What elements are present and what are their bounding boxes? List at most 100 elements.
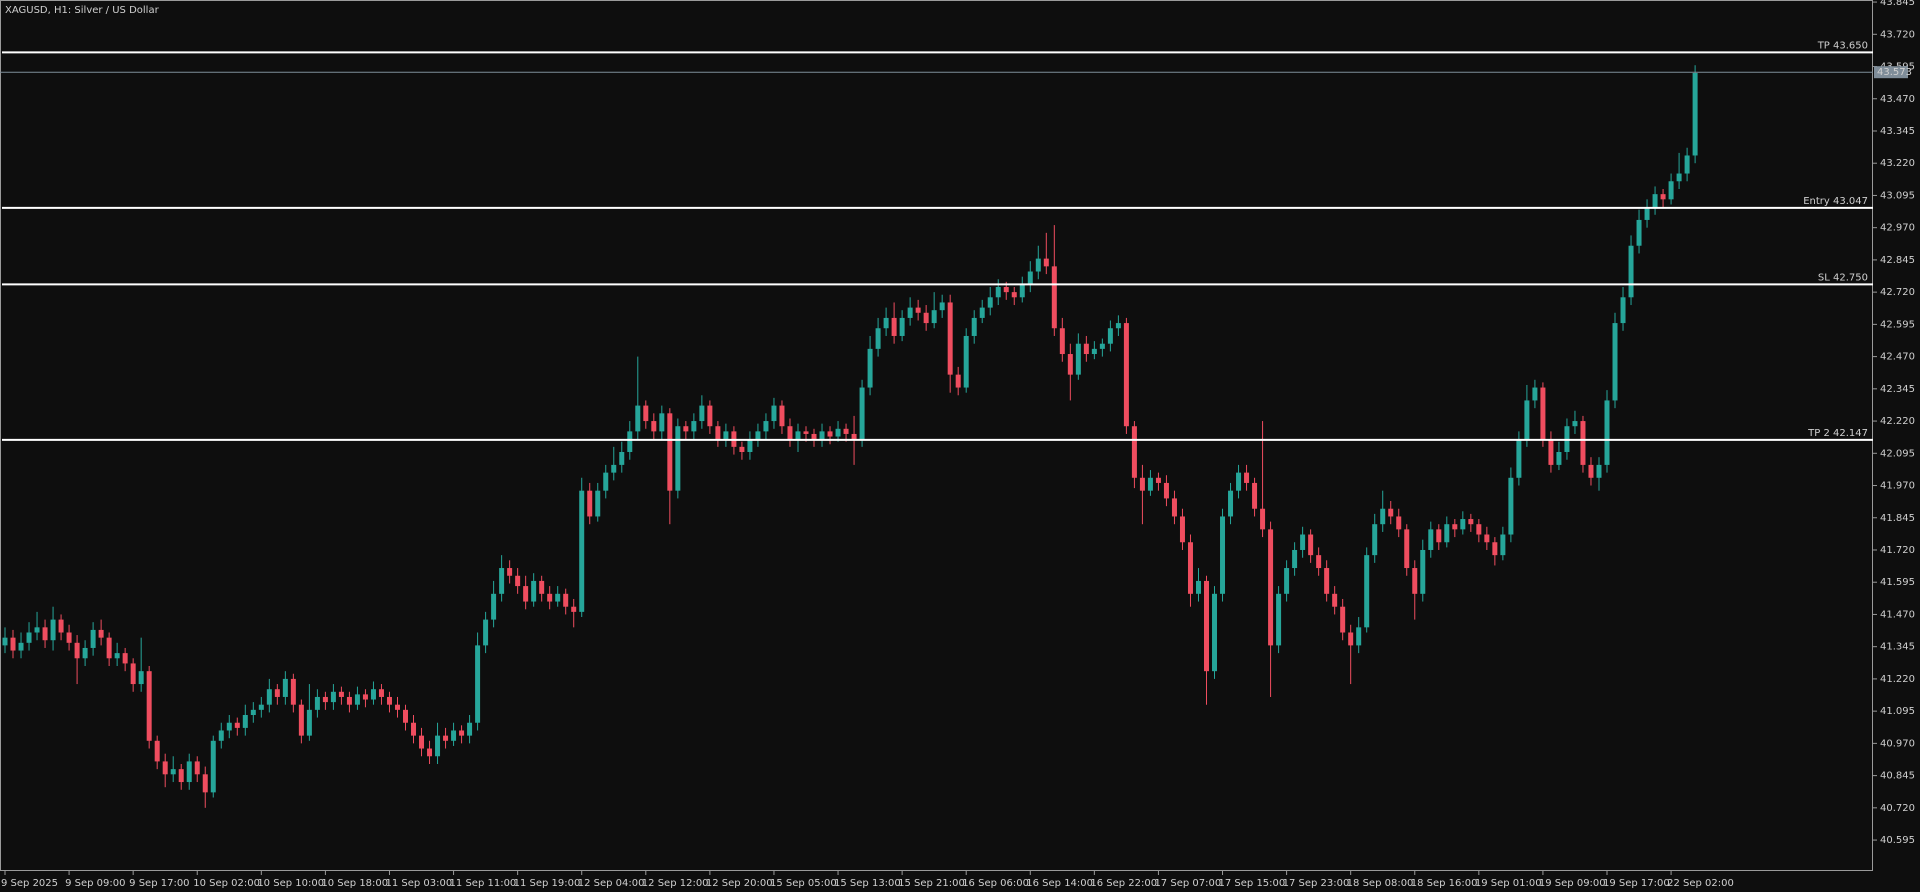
y-tick-label: 42.220 [1880,416,1915,427]
candle-body [939,302,945,311]
x-tick-label: 18 Sep 08:00 [1347,878,1414,889]
candle-body [1612,323,1618,401]
candle-body [266,689,272,705]
candle-body [411,722,417,736]
candle-body [1195,580,1201,594]
candle-body [523,586,529,602]
candle-body [210,740,216,793]
candle-body [1163,482,1169,499]
x-tick-label: 10 Sep 10:00 [257,878,324,889]
price-level-label: TP 43.650 [1817,40,1868,51]
candle-body [1316,555,1322,569]
candle-body [1115,323,1121,329]
candle-body [1051,266,1057,329]
y-tick-label: 40.595 [1880,835,1915,846]
candle-body [891,317,897,336]
candle-body [787,426,793,440]
candle-body [459,730,465,736]
y-tick-label: 42.970 [1880,223,1915,234]
candle-body [1364,555,1370,628]
candle-body [234,722,240,728]
candle-body [619,452,625,465]
candle-body [1404,529,1410,569]
candle-body [563,593,569,607]
candle-body [691,421,697,432]
y-tick-label: 42.470 [1880,352,1915,363]
x-tick-label: 9 Sep 2025 [1,878,58,889]
candle-body [579,490,585,612]
candle-body [955,374,961,388]
candle-body [1516,439,1522,478]
candle-body [1348,632,1354,646]
candle-body [1396,516,1402,530]
candle-body [1588,464,1594,478]
candle-body [1220,516,1226,594]
candle-body [1420,549,1426,594]
candle-body [595,490,601,517]
y-tick-label: 41.970 [1880,481,1915,492]
x-tick-label: 15 Sep 13:00 [834,878,901,889]
y-tick-label: 43.845 [1880,0,1915,8]
y-tick-label: 42.595 [1880,319,1915,330]
candle-body [843,428,849,434]
candle-body [1091,348,1097,355]
candle-body [338,691,344,697]
candle-body [723,431,729,440]
candle-body [1596,464,1602,478]
candle-body [1636,219,1642,246]
candle-body [1652,194,1658,208]
candle-body [1228,490,1234,517]
candle-body [819,431,825,440]
candle-body [242,715,248,728]
candle-body [643,405,649,422]
candle-body [475,645,481,723]
candle-body [1244,472,1250,483]
y-tick-label: 42.845 [1880,255,1915,266]
candle-body [883,317,889,329]
price-level-label: TP 2 42.147 [1807,428,1868,439]
candle-body [34,627,40,633]
candle-body [683,426,689,432]
x-tick-label: 12 Sep 04:00 [578,878,645,889]
candle-body [1548,439,1554,465]
candle-body [659,413,665,432]
y-tick-label: 41.720 [1880,545,1915,556]
candle-body [50,619,56,641]
candle-body [1412,568,1418,594]
candle-body [1444,524,1450,543]
candle-body [739,446,745,453]
x-tick-label: 11 Sep 03:00 [385,878,452,889]
candle-body [178,769,184,783]
candle-body [1043,258,1049,267]
candle-body [74,642,80,659]
candle-body [1123,323,1129,427]
candle-body [1019,284,1025,298]
candle-body [162,761,168,775]
candle-body [1147,477,1153,491]
x-tick-label: 17 Sep 07:00 [1154,878,1221,889]
candle-body [1476,524,1482,535]
candle-body [274,689,280,697]
candle-body [443,735,449,741]
candle-body [947,302,953,375]
candle-body [779,405,785,427]
last-price-box [1874,66,1908,79]
x-tick-label: 12 Sep 20:00 [706,878,773,889]
candle-body [1155,477,1161,483]
x-tick-label: 10 Sep 18:00 [321,878,388,889]
candle-body [635,405,641,432]
candle-body [1292,549,1298,569]
x-tick-label: 11 Sep 19:00 [514,878,581,889]
candle-body [1260,508,1266,530]
x-tick-label: 16 Sep 22:00 [1090,878,1157,889]
candle-body [226,722,232,731]
candle-body [378,689,384,697]
candle-body [555,593,561,602]
x-tick-label: 19 Sep 01:00 [1475,878,1542,889]
candle-body [675,426,681,491]
candle-body [1644,207,1650,220]
candle-body [419,735,425,749]
candle-body [1388,508,1394,517]
candle-body [330,691,336,703]
